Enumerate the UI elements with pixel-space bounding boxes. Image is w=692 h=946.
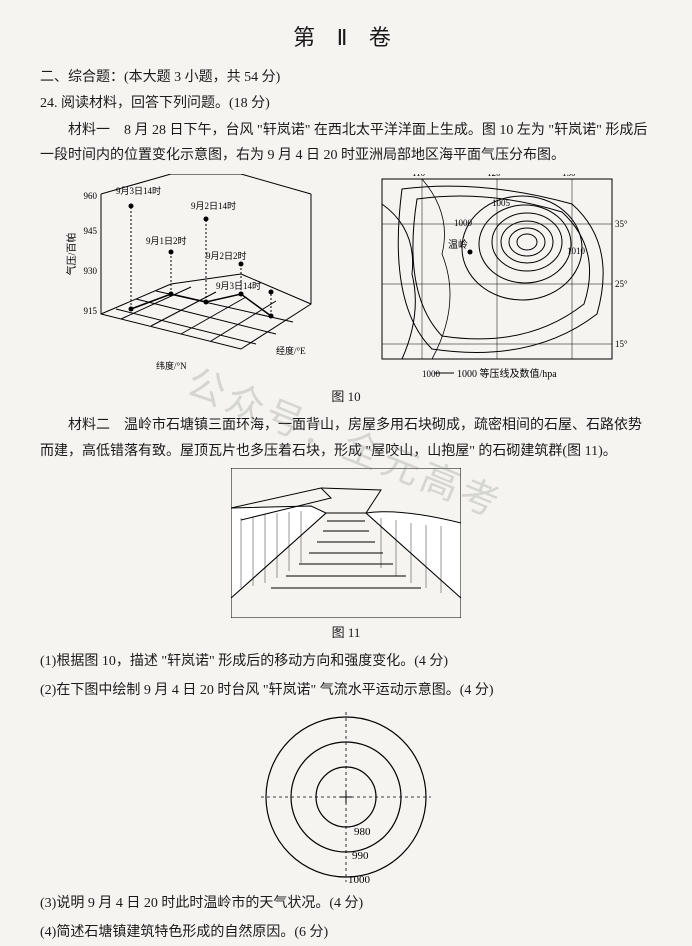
svg-text:温岭: 温岭 bbox=[448, 238, 468, 251]
fig10-caption: 图 10 bbox=[40, 386, 652, 405]
svg-text:1000: 1000 bbox=[422, 369, 441, 379]
material-1: 材料一 8 月 28 日下午，台风 "轩岚诺" 在西北太平洋洋面上生成。图 10… bbox=[40, 118, 652, 168]
section-header: 二、综合题：(本大题 3 小题，共 54 分) bbox=[40, 66, 652, 86]
svg-text:960: 960 bbox=[83, 191, 97, 201]
figure-10-row: 915 930 945 960 气压/百帕 纬度/°N 经度/°E 9月3日14时 9月… bbox=[40, 174, 652, 384]
svg-text:980: 980 bbox=[354, 826, 371, 838]
svg-text:9月2日2时: 9月2日2时 bbox=[206, 250, 247, 261]
svg-text:15°: 15° bbox=[615, 339, 628, 349]
figure-11-wrap bbox=[40, 468, 652, 618]
material-2: 材料二 温岭市石塘镇三面环海，一面背山，房屋多用石块砌成，疏密相间的石屋、石路依… bbox=[40, 413, 652, 463]
svg-text:1010: 1010 bbox=[567, 246, 586, 256]
svg-text:1000 等压线及数值/hpa: 1000 等压线及数值/hpa bbox=[457, 367, 557, 380]
page-title: 第 Ⅱ 卷 bbox=[40, 20, 652, 52]
svg-text:130°: 130° bbox=[562, 174, 580, 178]
svg-text:经度/°E: 经度/°E bbox=[276, 345, 306, 356]
svg-text:9月2日14时: 9月2日14时 bbox=[191, 200, 236, 211]
svg-text:1000: 1000 bbox=[348, 874, 371, 886]
svg-text:1000: 1000 bbox=[454, 218, 473, 228]
svg-text:1005: 1005 bbox=[492, 198, 511, 208]
svg-text:35°: 35° bbox=[615, 219, 628, 229]
svg-text:纬度/°N: 纬度/°N bbox=[156, 360, 187, 371]
sub-question-1: (1)根据图 10，描述 "轩岚诺" 形成后的移动方向和强度变化。(4 分) bbox=[40, 649, 652, 674]
svg-text:945: 945 bbox=[83, 226, 97, 236]
svg-text:110°: 110° bbox=[412, 174, 429, 178]
circles-figure: 980 990 1000 bbox=[246, 707, 446, 887]
svg-text:915: 915 bbox=[83, 306, 97, 316]
fig11-caption: 图 11 bbox=[40, 622, 652, 641]
fig10-right-map: 温岭 1005 1010 1000 110° 120° 130° 35° 25° 15°… bbox=[362, 174, 632, 384]
svg-text:990: 990 bbox=[352, 850, 369, 862]
circles-figure-wrap: 980 990 1000 bbox=[40, 707, 652, 887]
question-24: 24. 阅读材料，回答下列问题。(18 分) bbox=[40, 92, 652, 112]
svg-text:9月1日2时: 9月1日2时 bbox=[146, 235, 187, 246]
svg-text:120°: 120° bbox=[487, 174, 505, 178]
svg-text:930: 930 bbox=[83, 266, 97, 276]
svg-text:9月3日14时: 9月3日14时 bbox=[216, 280, 261, 291]
svg-text:25°: 25° bbox=[615, 279, 628, 289]
sub-question-4: (4)简述石塘镇建筑特色形成的自然原因。(6 分) bbox=[40, 920, 652, 945]
fig11-photo bbox=[231, 468, 461, 618]
svg-text:气压/百帕: 气压/百帕 bbox=[65, 233, 78, 276]
sub-question-3: (3)说明 9 月 4 日 20 时此时温岭市的天气状况。(4 分) bbox=[40, 891, 652, 916]
fig10-left-chart: 915 930 945 960 气压/百帕 纬度/°N 经度/°E 9月3日14时 9月… bbox=[61, 174, 321, 374]
svg-text:9月3日14时: 9月3日14时 bbox=[116, 185, 161, 196]
sub-question-2: (2)在下图中绘制 9 月 4 日 20 时台风 "轩岚诺" 气流水平运动示意图… bbox=[40, 678, 652, 703]
